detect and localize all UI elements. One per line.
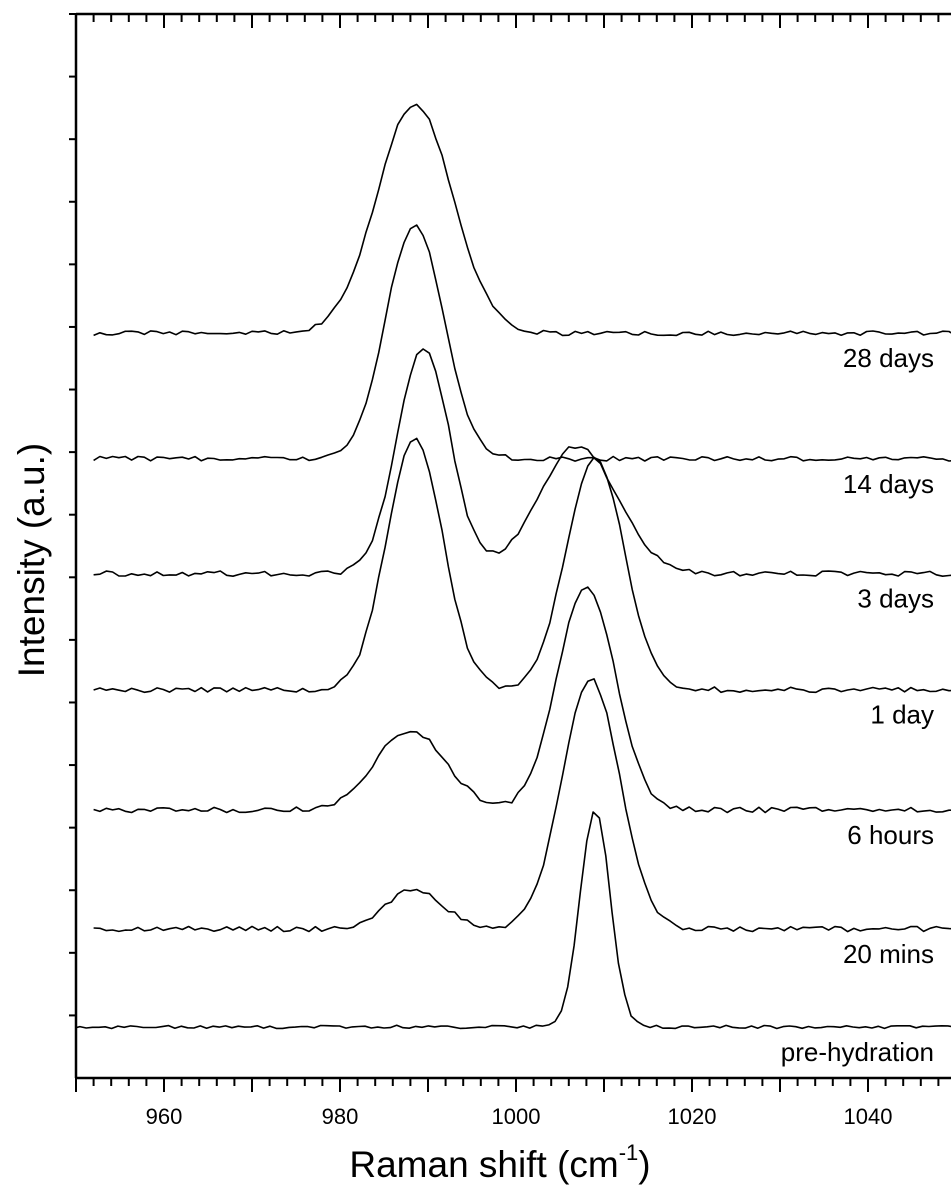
x-tick-label: 1040 <box>844 1104 893 1129</box>
series-label: 20 mins <box>843 939 934 969</box>
spectrum-line-1-day <box>94 438 951 692</box>
x-tick-label: 1020 <box>668 1104 717 1129</box>
x-axis-label-superscript: -1 <box>619 1140 639 1165</box>
series-label: 14 days <box>843 469 934 499</box>
spectrum-line-pre-hydration <box>67 812 951 1029</box>
spectrum-line-3-days <box>94 349 951 576</box>
spectrum-line-20-mins <box>94 679 951 932</box>
series-label: 28 days <box>843 343 934 373</box>
spectrum-line-6-hours <box>94 587 951 812</box>
x-axis-label-main: Raman shift (cm <box>349 1144 618 1185</box>
series-label: 1 day <box>870 700 934 730</box>
series-layer <box>67 104 951 1028</box>
series-label: 3 days <box>857 584 934 614</box>
series-label: pre-hydration <box>781 1037 934 1067</box>
x-tick-label: 1000 <box>492 1104 541 1129</box>
spectrum-line-28-days <box>94 104 951 335</box>
x-axis-label-suffix: ) <box>638 1144 650 1185</box>
x-tick-label: 960 <box>146 1104 183 1129</box>
x-tick-label: 980 <box>322 1104 359 1129</box>
x-axis-label: Raman shift (cm-1) <box>349 1140 650 1185</box>
spectrum-line-14-days <box>94 225 951 461</box>
y-axis-label: Intensity (a.u.) <box>11 443 52 677</box>
series-label: 6 hours <box>847 820 934 850</box>
axes-layer <box>69 14 951 1092</box>
